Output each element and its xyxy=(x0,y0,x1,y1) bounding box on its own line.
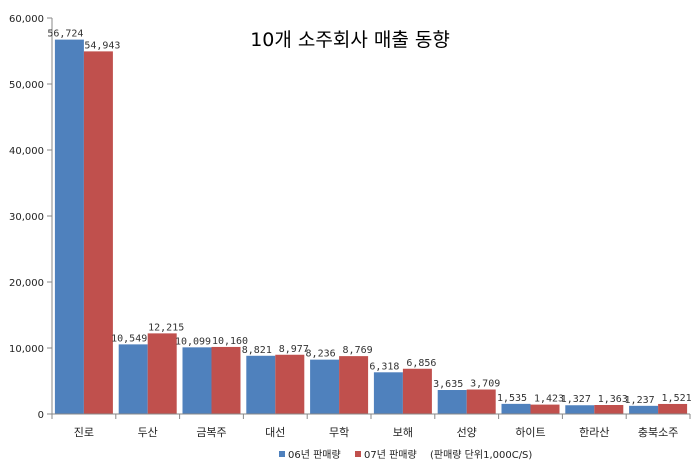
bar-07 xyxy=(211,346,241,414)
bars xyxy=(54,39,688,415)
bar-07 xyxy=(402,368,432,414)
data-label: 1,363 xyxy=(598,394,628,405)
bar-07 xyxy=(339,356,369,414)
x-category-label: 충북소주 xyxy=(638,426,678,439)
bar-06 xyxy=(118,344,148,414)
legend-swatch-07 xyxy=(355,451,361,457)
bar-07 xyxy=(658,403,688,414)
data-label: 1,327 xyxy=(561,394,591,405)
data-label: 1,535 xyxy=(497,393,527,404)
data-label: 1,237 xyxy=(625,395,655,406)
data-label: 10,099 xyxy=(175,336,211,347)
data-label: 54,943 xyxy=(84,40,120,51)
x-axis: 진로 두산 금복주 대선 무학 보해 선양 하이트 한라산 충북소주 xyxy=(51,413,691,439)
bar-07 xyxy=(275,354,305,414)
legend-label-06: 06년 판매량 xyxy=(288,449,341,461)
bar-07 xyxy=(530,404,560,414)
y-axis: 0 10,000 20,000 30,000 40,000 50,000 60,000 xyxy=(9,14,53,421)
legend-label-07: 07년 판매량 xyxy=(364,449,417,461)
legend: 06년 판매량 07년 판매량 (판매량 단위1,000C/S) xyxy=(279,448,532,461)
x-category-label: 보해 xyxy=(393,425,413,439)
x-category-label: 대선 xyxy=(265,426,285,439)
bar-07 xyxy=(83,51,113,415)
x-category-label: 하이트 xyxy=(515,425,545,439)
data-label: 3,635 xyxy=(433,379,463,390)
chart-title: 10개 소주회사 매출 동향 xyxy=(250,29,450,51)
data-label: 8,977 xyxy=(279,344,309,355)
y-tick-label: 0 xyxy=(38,410,44,421)
data-label: 8,236 xyxy=(306,349,336,360)
data-labels: 56,724 10,549 10,099 8,821 8,236 6,318 3,635 1,… xyxy=(47,29,691,406)
legend-swatch-06 xyxy=(279,451,285,457)
bar-06 xyxy=(310,359,340,414)
y-tick-label: 50,000 xyxy=(9,80,44,91)
data-label: 1,423 xyxy=(534,394,564,405)
x-category-label: 진로 xyxy=(74,426,94,439)
data-label: 12,215 xyxy=(148,322,184,333)
data-label: 8,821 xyxy=(242,345,272,356)
bar-06 xyxy=(629,405,659,414)
data-label: 8,769 xyxy=(343,345,373,356)
bar-07 xyxy=(594,405,624,414)
data-label: 1,521 xyxy=(662,393,692,404)
bar-06 xyxy=(54,39,84,414)
data-label: 6,856 xyxy=(406,358,436,369)
y-tick-label: 10,000 xyxy=(9,344,44,355)
data-label: 10,160 xyxy=(212,336,248,347)
data-label: 56,724 xyxy=(47,29,83,40)
bar-07 xyxy=(147,333,177,414)
x-category-label: 무학 xyxy=(329,426,349,439)
data-label: 6,318 xyxy=(369,361,399,372)
y-tick-label: 30,000 xyxy=(9,212,44,223)
x-category-label: 두산 xyxy=(138,426,158,439)
bar-07 xyxy=(466,389,496,414)
bar-06 xyxy=(437,390,467,414)
bar-06 xyxy=(373,372,403,414)
bar-06 xyxy=(501,403,531,414)
x-category-label: 금복주 xyxy=(196,426,226,439)
y-tick-label: 60,000 xyxy=(9,14,44,25)
y-tick-label: 40,000 xyxy=(9,146,44,157)
y-tick-label: 20,000 xyxy=(9,278,44,289)
x-category-label: 한라산 xyxy=(579,426,609,439)
bar-06 xyxy=(182,347,212,414)
bar-06 xyxy=(246,355,276,414)
bar-06 xyxy=(565,405,595,414)
data-label: 3,709 xyxy=(470,379,500,390)
x-category-label: 선양 xyxy=(457,426,477,439)
data-label: 10,549 xyxy=(111,333,147,344)
unit-note: (판매량 단위1,000C/S) xyxy=(430,448,532,461)
